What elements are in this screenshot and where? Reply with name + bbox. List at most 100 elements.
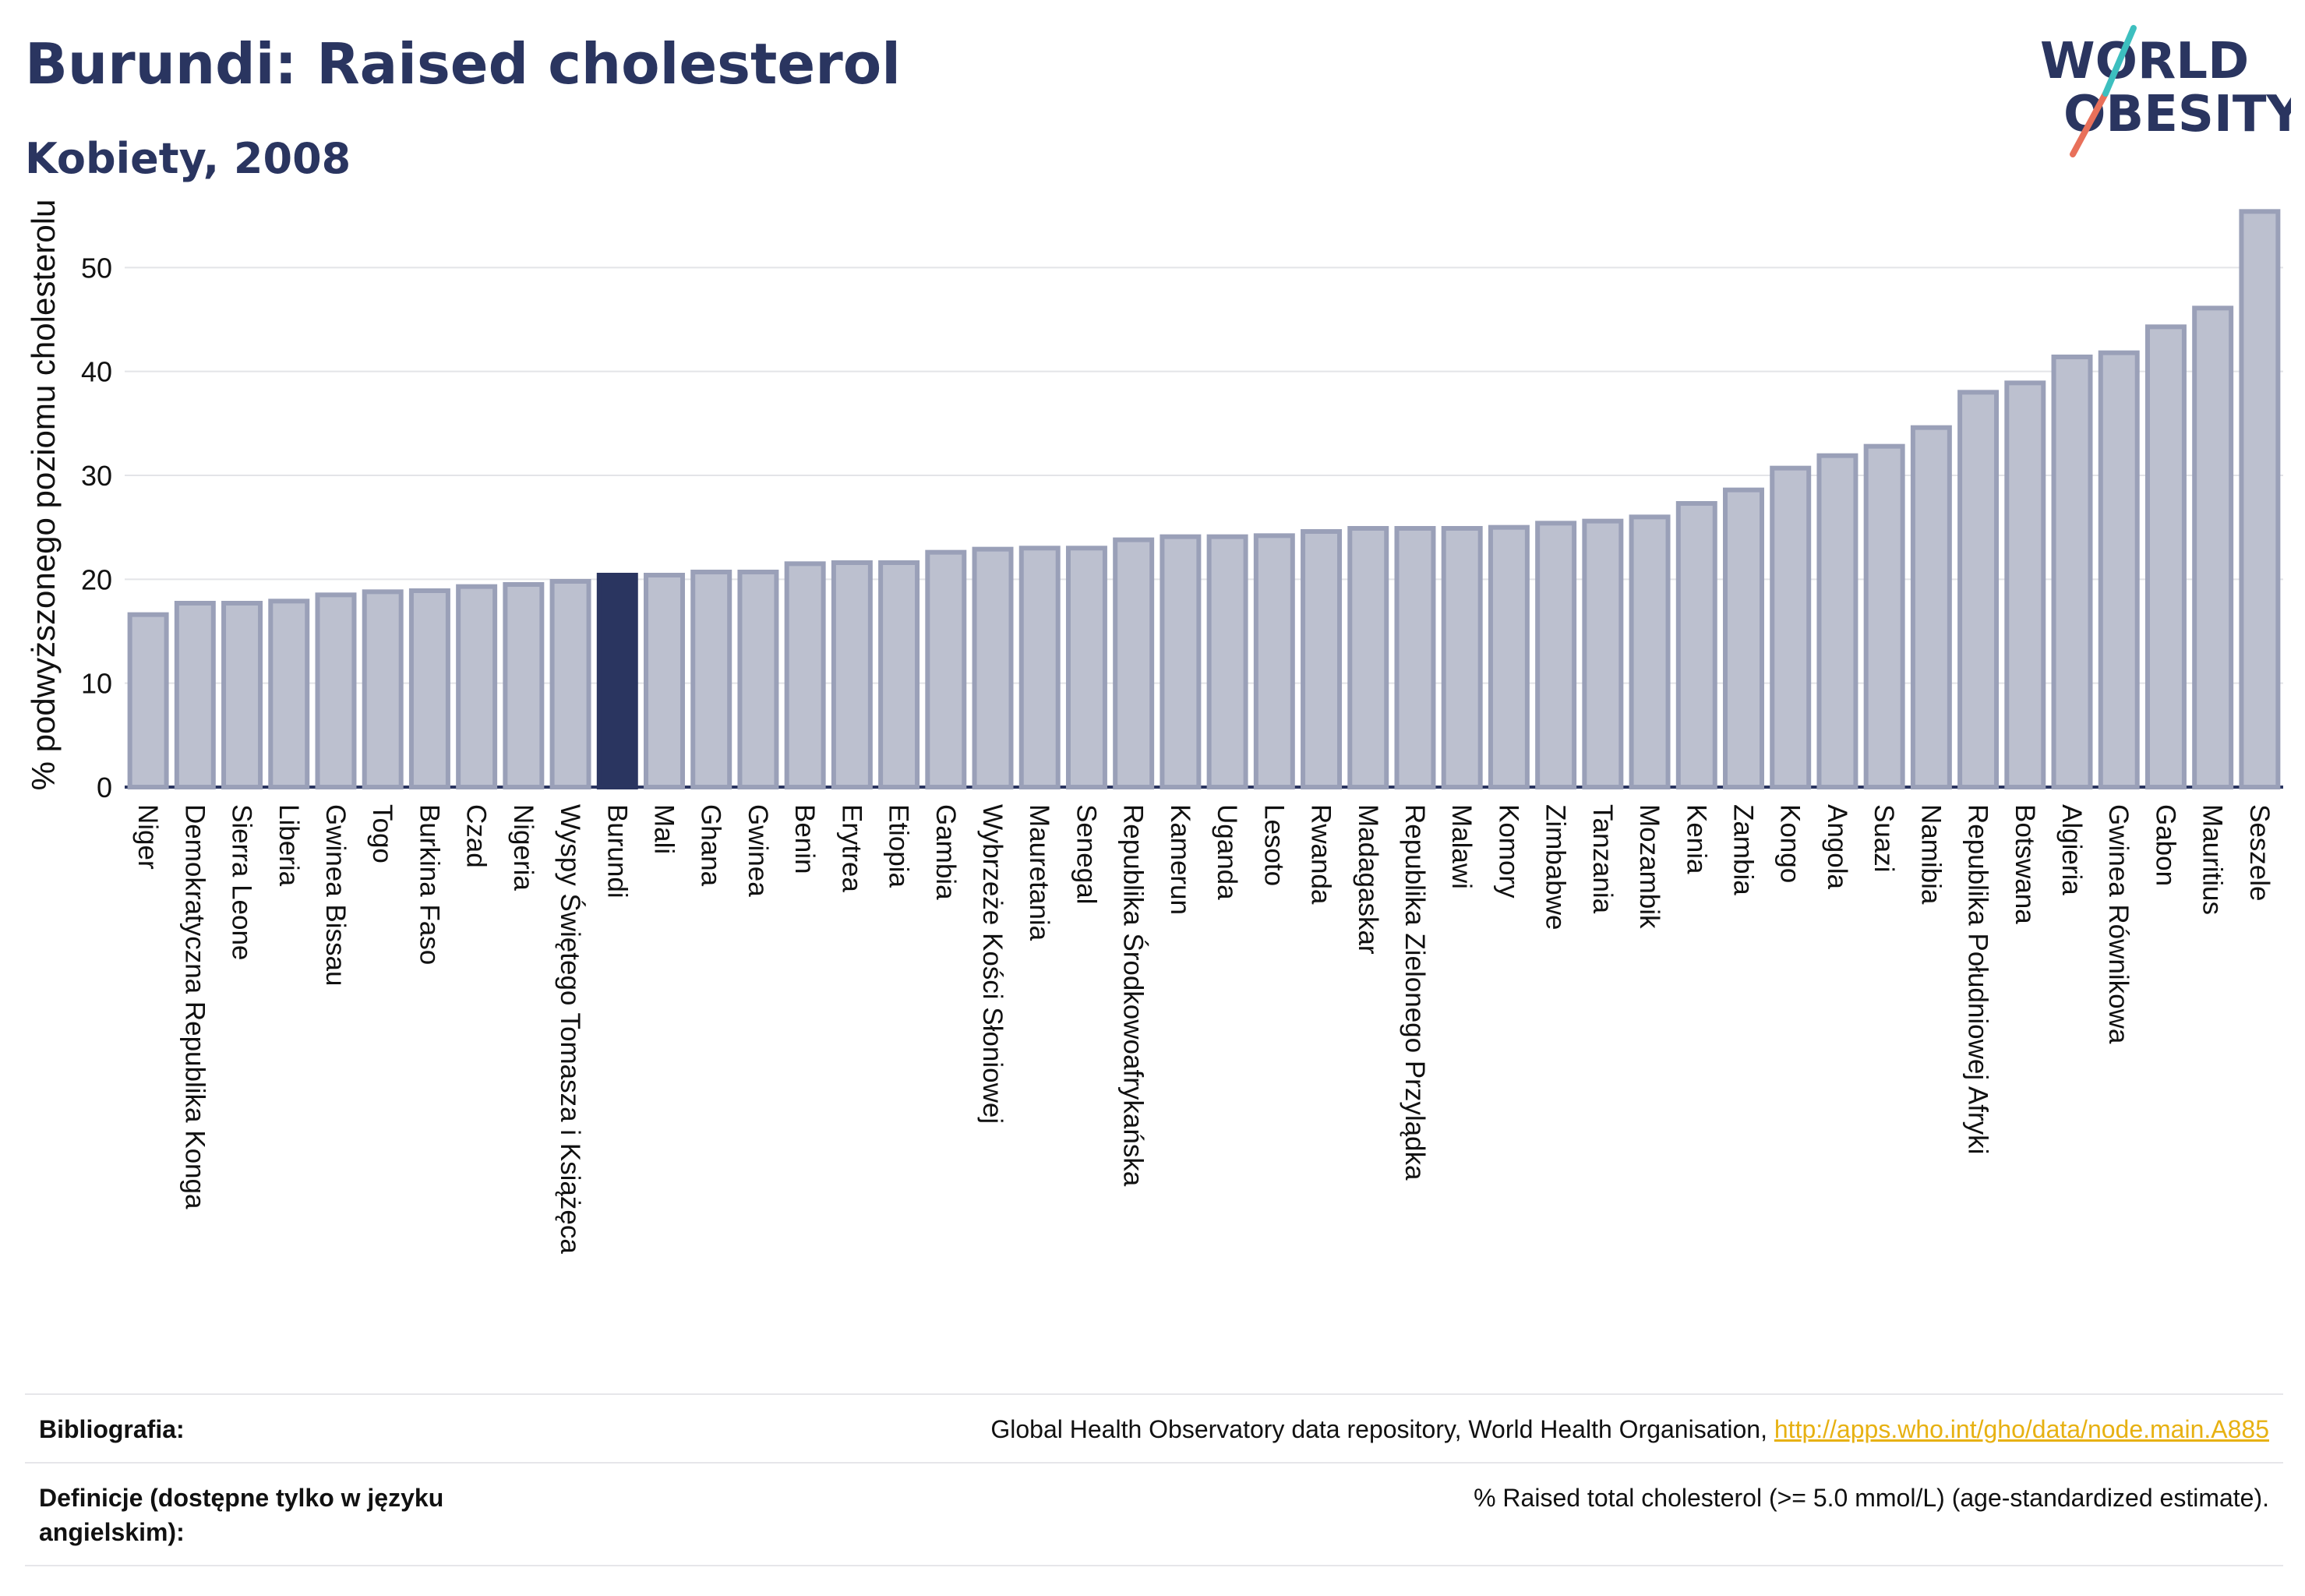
x-tick-label: Ghana — [696, 804, 726, 887]
bar — [456, 584, 498, 790]
x-tick-label: Malawi — [1446, 804, 1477, 889]
bar — [268, 598, 310, 789]
world-obesity-logo: WORLD OBESITY — [2040, 25, 2291, 157]
y-axis-label: % podwyższonego poziomu cholesterolu — [25, 200, 62, 791]
bar — [1863, 443, 1905, 790]
bar — [408, 588, 450, 789]
bar-chart: 0 10 20 30 40 50 Niger Demokratyczna Republika… — [25, 200, 2283, 1254]
bar — [549, 579, 591, 789]
bar — [1488, 524, 1530, 790]
y-tick-label: 20 — [81, 563, 112, 595]
x-tick-label: Wyspy Świętego Tomasza i Książęca — [555, 804, 586, 1254]
x-tick-label: Republika Zielonego Przylądka — [1400, 804, 1430, 1181]
bar — [1018, 546, 1061, 789]
definitions-value: % Raised total cholesterol (>= 5.0 mmol/… — [1474, 1484, 2269, 1512]
bar — [1065, 546, 1107, 789]
bar — [315, 592, 357, 789]
x-tick-label: Gabon — [2150, 804, 2180, 886]
bar — [1394, 526, 1436, 789]
bar — [1723, 487, 1764, 790]
bar — [1629, 514, 1671, 789]
bar — [1816, 453, 1858, 790]
bar — [690, 570, 732, 789]
x-tick-label: Nigeria — [508, 804, 538, 891]
x-tick-label: Sierra Leone — [227, 804, 257, 960]
x-tick-label: Benin — [789, 804, 820, 874]
x-tick-label: Republika Południowej Afryki — [1963, 804, 1993, 1154]
bar — [1253, 533, 1295, 789]
x-tick-label: Liberia — [274, 804, 304, 887]
x-tick-label: Mali — [649, 804, 679, 854]
logo-line1: WORLD — [2040, 33, 2249, 90]
x-tick-label: Rwanda — [1306, 804, 1336, 905]
bar — [1160, 534, 1202, 790]
y-tick-label: 10 — [81, 668, 112, 700]
bibliography-value: Global Health Observatory data repositor… — [990, 1412, 2269, 1446]
bar — [2192, 305, 2234, 790]
bar — [972, 546, 1014, 790]
x-tick-label: Czad — [461, 804, 492, 868]
bar — [644, 573, 685, 789]
x-tick-label: Gwinea — [743, 804, 773, 897]
x-tick-label: Uganda — [1212, 804, 1242, 900]
y-tick-label: 30 — [81, 460, 112, 492]
bar — [1113, 537, 1155, 790]
x-axis-labels: Niger Demokratyczna Republika Konga Sierra… — [132, 804, 2275, 1254]
definitions-label: Definicje (dostępne tylko w języku angie… — [39, 1484, 444, 1546]
bar — [2144, 324, 2187, 790]
y-axis-ticks: 0 10 20 30 40 50 — [81, 252, 112, 803]
bar — [2051, 355, 2093, 789]
x-tick-label: Algieria — [2056, 804, 2087, 895]
x-tick-label: Angola — [1822, 804, 1852, 890]
x-tick-label: Tanzania — [1587, 804, 1618, 914]
x-tick-label: Demokratyczna Republika Konga — [179, 804, 210, 1209]
x-tick-label: Etiopia — [884, 804, 914, 888]
bar — [2004, 380, 2046, 790]
footer-row-definitions: Definicje (dostępne tylko w języku angie… — [25, 1462, 2283, 1566]
bar — [1206, 534, 1248, 790]
bar — [1957, 390, 2000, 789]
x-tick-label: Namibia — [1915, 804, 1946, 905]
x-tick-label: Mozambik — [1634, 804, 1664, 929]
y-tick-label: 0 — [97, 772, 112, 803]
x-tick-label: Lesoto — [1258, 804, 1289, 886]
bar — [784, 561, 826, 789]
x-tick-label: Burundi — [602, 804, 632, 899]
bar — [1675, 501, 1717, 789]
x-tick-label: Gwinea Bissau — [320, 804, 351, 986]
bar — [503, 582, 545, 789]
footer-row-bibliography: Bibliografia: Global Health Observatory … — [25, 1393, 2283, 1462]
bar-highlighted — [596, 573, 638, 789]
x-tick-label: Seszele — [2244, 804, 2275, 902]
bibliography-label: Bibliografia: — [39, 1415, 185, 1443]
x-tick-label: Mauritius — [2197, 804, 2228, 915]
x-tick-label: Erytrea — [836, 804, 867, 892]
footer: Bibliografia: Global Health Observatory … — [25, 1393, 2283, 1566]
bar — [1582, 518, 1624, 790]
bar — [127, 612, 169, 790]
bar — [878, 560, 920, 789]
y-tick-label: 40 — [81, 356, 112, 388]
bars — [127, 209, 2281, 790]
bar — [1770, 465, 1812, 790]
bar — [2098, 350, 2140, 789]
bar — [1441, 526, 1483, 789]
bar — [737, 570, 779, 789]
bar — [831, 560, 873, 789]
bar — [2239, 209, 2281, 790]
x-tick-label: Republika Środkowoafrykańska — [1118, 804, 1149, 1187]
bar — [925, 549, 967, 790]
bar — [1301, 529, 1343, 789]
y-tick-label: 50 — [81, 252, 112, 284]
x-tick-label: Burkina Faso — [414, 804, 444, 965]
x-tick-label: Suazi — [1869, 804, 1899, 873]
bibliography-link[interactable]: http://apps.who.int/gho/data/node.main.A… — [1774, 1415, 2269, 1443]
bar — [1347, 526, 1389, 789]
bar — [221, 601, 263, 789]
x-tick-label: Gambia — [930, 804, 961, 900]
bar — [362, 589, 404, 789]
x-tick-label: Zimbabwe — [1541, 804, 1571, 930]
x-tick-label: Kamerun — [1165, 804, 1195, 915]
x-tick-label: Mauretania — [1024, 804, 1054, 941]
x-tick-label: Gwinea Równikowa — [2103, 804, 2134, 1044]
